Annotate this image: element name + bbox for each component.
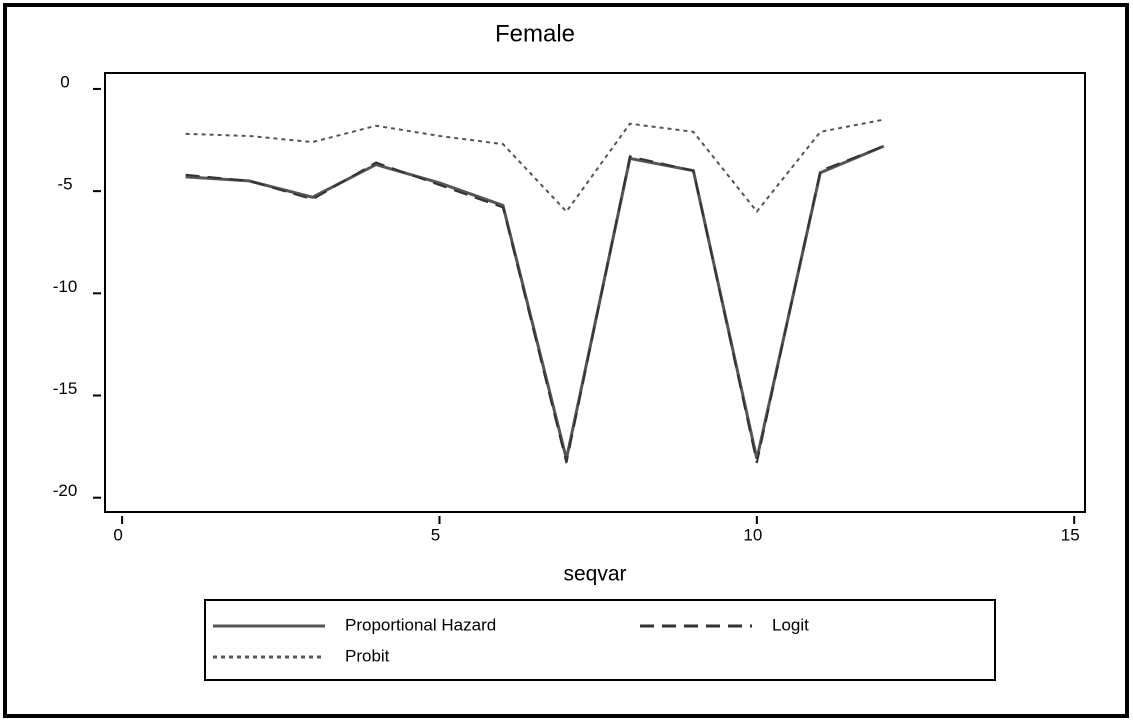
legend-label: Proportional Hazard (345, 615, 496, 634)
legend-label: Probit (345, 646, 390, 665)
x-tick-label: 0 (113, 525, 122, 544)
series-line (185, 118, 884, 214)
y-tick-label: -15 (53, 379, 78, 398)
plot-area (104, 72, 1086, 513)
legend-label: Logit (772, 615, 809, 634)
x-tick-label: 10 (743, 525, 762, 544)
series-line (185, 145, 885, 464)
legend-box (204, 599, 996, 681)
frame (3, 3, 1129, 718)
y-tick-label: -5 (57, 175, 72, 194)
y-tick-label: 0 (60, 72, 69, 91)
chart-title: Female (495, 20, 575, 47)
y-tick-label: -10 (53, 277, 78, 296)
x-tick-label: 15 (1061, 525, 1080, 544)
x-axis-label: seqvar (563, 563, 626, 586)
x-tick-label: 5 (431, 525, 440, 544)
y-tick-label: -20 (53, 481, 78, 500)
